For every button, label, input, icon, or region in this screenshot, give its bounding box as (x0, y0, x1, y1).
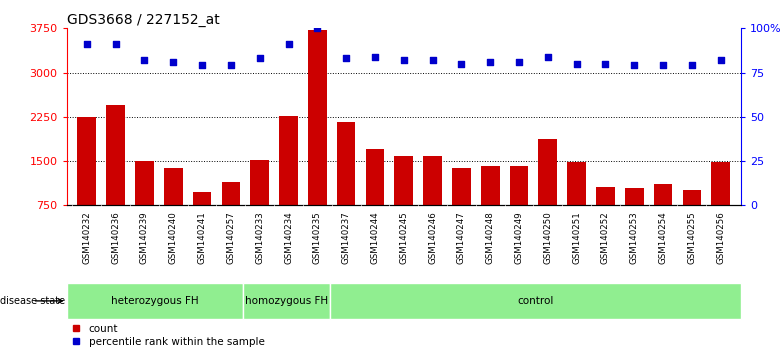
Point (571, 61, 583, 67)
Text: GSM140233: GSM140233 (255, 212, 264, 264)
Text: GSM140241: GSM140241 (198, 212, 206, 264)
Bar (164, 168, 183, 205)
Point (456, 61, 468, 67)
Point (224, 63, 237, 68)
Legend: count, percentile rank within the sample: count, percentile rank within the sample (72, 324, 264, 347)
Text: GSM140246: GSM140246 (428, 212, 437, 264)
Bar (337, 121, 355, 205)
Point (138, 57, 151, 63)
Bar (135, 161, 154, 205)
Text: GSM140256: GSM140256 (717, 212, 725, 264)
Point (714, 57, 727, 63)
Point (513, 59, 525, 65)
Bar (625, 188, 644, 205)
Bar (67, 283, 242, 319)
Point (426, 57, 439, 63)
Point (657, 63, 670, 68)
Point (542, 54, 554, 59)
Point (81, 41, 93, 47)
Point (339, 56, 352, 61)
Bar (250, 160, 269, 205)
Text: GSM140249: GSM140249 (514, 212, 524, 264)
Point (109, 41, 122, 47)
Bar (331, 283, 741, 319)
Text: control: control (517, 296, 554, 306)
Text: GSM140252: GSM140252 (601, 212, 610, 264)
Point (167, 59, 180, 65)
Text: homozygous FH: homozygous FH (245, 296, 328, 306)
Text: GSM140250: GSM140250 (543, 212, 553, 264)
Point (253, 56, 266, 61)
Text: GSM140234: GSM140234 (284, 212, 293, 264)
Bar (193, 192, 212, 205)
Bar (654, 184, 673, 205)
Point (311, 25, 324, 31)
Text: GSM140255: GSM140255 (688, 212, 696, 264)
Bar (510, 166, 528, 205)
Point (397, 57, 410, 63)
Bar (711, 162, 730, 205)
Text: GSM140245: GSM140245 (399, 212, 408, 264)
Bar (539, 139, 557, 205)
Bar (242, 283, 331, 319)
Text: GSM140254: GSM140254 (659, 212, 668, 264)
Text: GSM140248: GSM140248 (486, 212, 495, 264)
Text: GSM140236: GSM140236 (111, 212, 120, 264)
Text: GSM140244: GSM140244 (371, 212, 379, 264)
Bar (568, 162, 586, 205)
Text: GDS3668 / 227152_at: GDS3668 / 227152_at (67, 13, 220, 27)
Point (599, 61, 612, 67)
Point (282, 41, 295, 47)
Text: GSM140237: GSM140237 (342, 212, 350, 264)
Bar (365, 149, 384, 205)
Text: GSM140240: GSM140240 (169, 212, 178, 264)
Text: GSM140239: GSM140239 (140, 212, 149, 264)
Bar (481, 166, 499, 205)
Point (196, 63, 209, 68)
Bar (423, 156, 442, 205)
Text: GSM140247: GSM140247 (457, 212, 466, 264)
Bar (308, 30, 327, 205)
Bar (279, 116, 298, 205)
Bar (78, 117, 96, 205)
Text: GSM140253: GSM140253 (630, 212, 639, 264)
Bar (222, 182, 240, 205)
Bar (596, 187, 615, 205)
Text: GSM140257: GSM140257 (227, 212, 235, 264)
Bar (107, 105, 125, 205)
Point (628, 63, 641, 68)
Bar (394, 156, 413, 205)
Text: disease state: disease state (0, 296, 65, 306)
Point (484, 59, 496, 65)
Bar (452, 168, 470, 205)
Text: GSM140251: GSM140251 (572, 212, 581, 264)
Point (686, 63, 699, 68)
Text: heterozygous FH: heterozygous FH (111, 296, 198, 306)
Point (368, 54, 381, 59)
Bar (683, 190, 701, 205)
Text: GSM140232: GSM140232 (82, 212, 91, 264)
Text: GSM140235: GSM140235 (313, 212, 321, 264)
